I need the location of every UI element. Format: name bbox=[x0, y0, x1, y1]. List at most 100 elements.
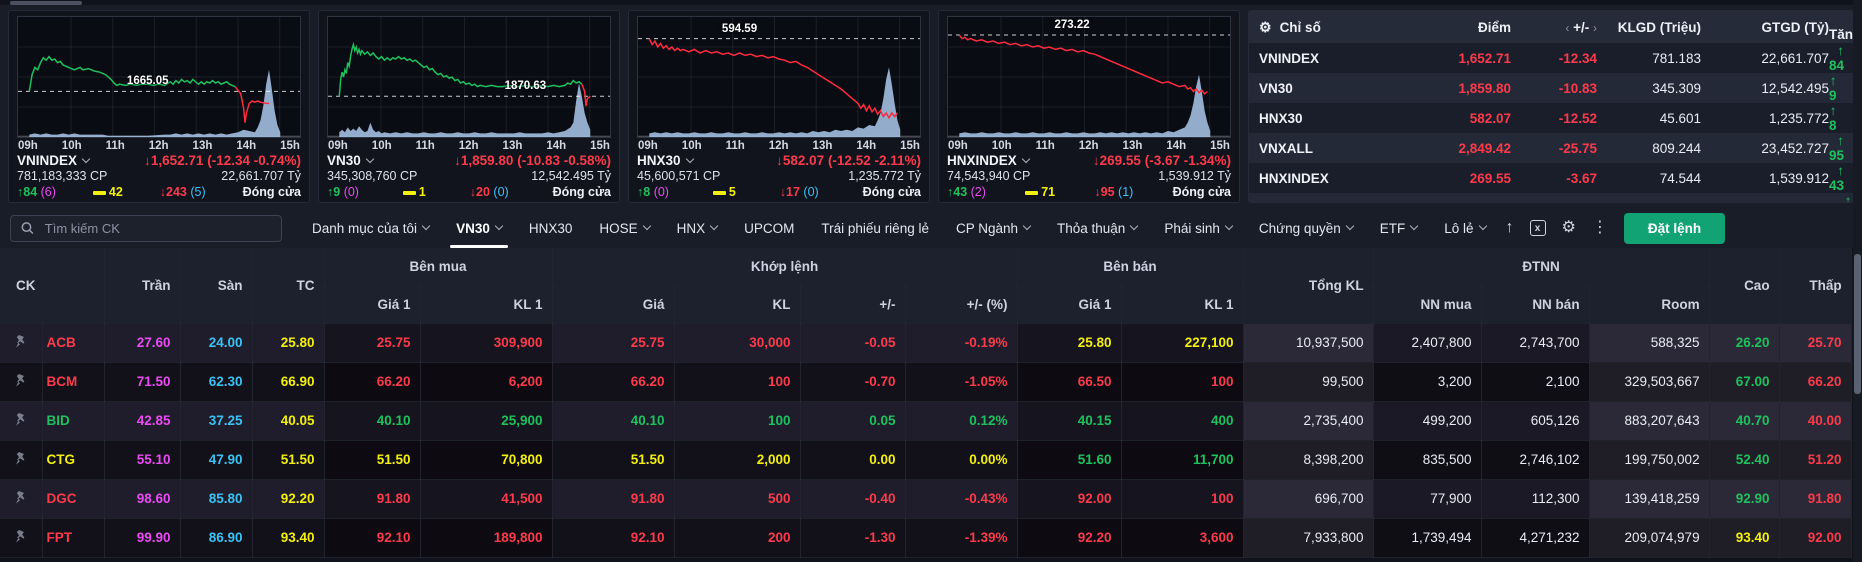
tab-etf[interactable]: ETF bbox=[1380, 208, 1419, 248]
gear-icon[interactable]: ⚙ bbox=[1561, 219, 1576, 236]
col-header-change[interactable]: ‹ +/- › bbox=[1565, 19, 1597, 35]
table-row-FPT[interactable]: FPT 99.90 86.90 93.40 92.10 189,800 92.10 200 -1… bbox=[0, 518, 1852, 558]
table-row-CTG[interactable]: CTG 55.10 47.90 51.50 51.50 70,800 51.50 2,000 0… bbox=[0, 440, 1852, 480]
pin-cell[interactable] bbox=[0, 323, 43, 363]
session-status: Đóng cửa bbox=[552, 185, 611, 199]
price-cell: 92.90 bbox=[1709, 479, 1780, 519]
sparkline-plot: 594.59 bbox=[637, 16, 921, 138]
col-match-chg: +/- bbox=[800, 286, 906, 324]
search-input[interactable] bbox=[42, 219, 271, 237]
chart-cards: 1665.05 09h 10h 11h 12h 13h 14h 15h VNINDEX ↓1… bbox=[8, 10, 1240, 203]
volume-row: 74,543,940 CP 1,539.912 Tỷ bbox=[947, 169, 1231, 183]
time-tick: 15h bbox=[1210, 140, 1230, 152]
price-cell: 4,271,232 bbox=[1481, 518, 1590, 558]
index-name-dropdown[interactable]: HNXINDEX bbox=[947, 153, 1031, 168]
tab-upcom[interactable]: UPCOM bbox=[744, 208, 794, 248]
pin-cell[interactable] bbox=[0, 440, 43, 480]
session-status: Đóng cửa bbox=[1172, 185, 1231, 199]
volume-row: 345,308,760 CP 12,542.495 Tỷ bbox=[327, 169, 611, 183]
col-san: Sàn bbox=[180, 248, 253, 324]
market-breadth-row: ↑84 (6) 42 ↓243 (5) Đóng cửa bbox=[17, 185, 301, 199]
toolbar-icons: ↑ x ⚙ ⋮ bbox=[1506, 220, 1608, 236]
tab-trái-phiếu-riêng-lẻ[interactable]: Trái phiếu riêng lẻ bbox=[821, 208, 929, 248]
index-name-dropdown[interactable]: VNINDEX bbox=[17, 153, 91, 168]
pin-cell[interactable] bbox=[0, 518, 43, 558]
price-cell: 112,300 bbox=[1481, 479, 1590, 519]
index-row[interactable]: HNX30 582.07 -12.52 45.601 1,235.772 ↑ 8… bbox=[1249, 103, 1853, 133]
price-cell: 37.25 bbox=[180, 401, 253, 441]
chart-card: 1665.05 09h 10h 11h 12h 13h 14h 15h VNINDEX ↓1… bbox=[8, 10, 310, 203]
time-tick: 10h bbox=[371, 140, 392, 152]
tab-phái-sinh[interactable]: Phái sinh bbox=[1164, 208, 1234, 248]
market-tabs: Danh mục của tôi VN30 HNX30 HOSE HNX UPCOM Trá… bbox=[312, 208, 1487, 248]
index-row[interactable]: VNINDEX 1,652.71 -12.34 781.183 22,661.7… bbox=[1249, 43, 1853, 73]
tab-hnx[interactable]: HNX bbox=[677, 208, 719, 248]
price-cell: 6,200 bbox=[420, 362, 553, 402]
price-cell: 100 bbox=[1121, 479, 1244, 519]
table-row-BID[interactable]: BID 42.85 37.25 40.05 40.10 25,900 40.10 100 0.0… bbox=[0, 401, 1852, 441]
price-cell: -1.05% bbox=[905, 362, 1018, 402]
time-tick: 10h bbox=[681, 140, 702, 152]
time-tick: 12h bbox=[148, 140, 169, 152]
index-row[interactable]: VN30 1,859.80 -10.83 345.309 12,542.495 … bbox=[1249, 73, 1853, 103]
price-cell: 99.90 bbox=[104, 518, 181, 558]
index-name-dropdown[interactable]: HNX30 bbox=[637, 153, 694, 168]
col-header-updown: CK Tăng/Giảm bbox=[1829, 27, 1854, 42]
ticker-symbol[interactable]: CTG bbox=[42, 440, 105, 480]
scrollbar-thumb[interactable] bbox=[1854, 254, 1861, 394]
price-cell: -0.05 bbox=[800, 323, 906, 363]
vertical-scrollbar[interactable] bbox=[1853, 0, 1862, 562]
table-row-ACB[interactable]: ACB 27.60 24.00 25.80 25.75 309,900 25.75 30,00… bbox=[0, 323, 1852, 363]
pin-cell[interactable] bbox=[0, 479, 43, 519]
index-row[interactable]: VNXALL 2,849.42 -25.75 809.244 23,452.72… bbox=[1249, 133, 1853, 163]
excel-export-icon[interactable]: x bbox=[1529, 220, 1546, 236]
index-row[interactable]: HNXINDEX 269.55 -3.67 74.544 1,539.912 ↑… bbox=[1249, 163, 1853, 193]
col-nn-mua: NN mua bbox=[1373, 286, 1482, 324]
col-room: Room bbox=[1589, 286, 1710, 324]
price-cell: 25.80 bbox=[252, 323, 325, 363]
group-dtnn: ĐTNN bbox=[1373, 248, 1710, 287]
scroll-top-icon[interactable]: ↑ bbox=[1505, 219, 1514, 236]
tab-cp-ngành[interactable]: CP Ngành bbox=[956, 208, 1032, 248]
price-cell: 11,700 bbox=[1121, 440, 1244, 480]
panel-settings-gear-icon[interactable]: ⚙ bbox=[1259, 19, 1272, 35]
tab-vn30[interactable]: VN30 bbox=[450, 208, 508, 248]
time-tick: 13h bbox=[192, 140, 213, 152]
pin-cell[interactable] bbox=[0, 362, 43, 402]
index-panel-body: VNINDEX 1,652.71 -12.34 781.183 22,661.7… bbox=[1249, 43, 1853, 202]
ticker-symbol[interactable]: BID bbox=[42, 401, 105, 441]
ticker-symbol[interactable]: BCM bbox=[42, 362, 105, 402]
index-row[interactable]: HNXUPCOMINDEX 109.79 0.00 23.537 341.454… bbox=[1249, 193, 1853, 202]
index-name-dropdown[interactable]: VN30 bbox=[327, 153, 375, 168]
price-cell: 91.80 bbox=[1779, 479, 1852, 519]
ticker-symbol[interactable]: DGC bbox=[42, 479, 105, 519]
price-cell: 51.50 bbox=[552, 440, 675, 480]
volume-row: 781,183,333 CP 22,661.707 Tỷ bbox=[17, 169, 301, 183]
ticker-symbol[interactable]: FPT bbox=[42, 518, 105, 558]
price-cell: 86.90 bbox=[180, 518, 253, 558]
ticker-symbol[interactable]: ACB bbox=[42, 323, 105, 363]
table-row-BCM[interactable]: BCM 71.50 62.30 66.90 66.20 6,200 66.20 100 -0.7… bbox=[0, 362, 1852, 402]
tab-lô-lẻ[interactable]: Lô lẻ bbox=[1444, 208, 1487, 248]
tab-hose[interactable]: HOSE bbox=[599, 208, 651, 248]
pin-cell[interactable] bbox=[0, 401, 43, 441]
time-tick: 10h bbox=[991, 140, 1012, 152]
tab-chứng-quyền[interactable]: Chứng quyền bbox=[1259, 208, 1354, 248]
price-cell: 883,207,643 bbox=[1589, 401, 1710, 441]
chevron-down-icon bbox=[709, 221, 719, 231]
price-cell: 199,750,002 bbox=[1589, 440, 1710, 480]
price-cell: 30,000 bbox=[674, 323, 801, 363]
price-cell: 51.50 bbox=[324, 440, 421, 480]
stock-search-box[interactable] bbox=[10, 214, 282, 242]
price-cell: 605,126 bbox=[1481, 401, 1590, 441]
tab-thỏa-thuận[interactable]: Thỏa thuận bbox=[1057, 208, 1139, 248]
tab-hnx30[interactable]: HNX30 bbox=[529, 208, 573, 248]
market-breadth-row: ↑43 (2) 71 ↓95 (1) Đóng cửa bbox=[947, 185, 1231, 199]
search-icon bbox=[21, 222, 34, 234]
time-axis: 09h 10h 11h 12h 13h 14h 15h bbox=[17, 138, 301, 152]
tab-danh-mục-của-tôi[interactable]: Danh mục của tôi bbox=[312, 208, 431, 248]
place-order-button[interactable]: Đặt lệnh bbox=[1623, 212, 1726, 244]
price-cell: 200 bbox=[674, 518, 801, 558]
table-row-DGC[interactable]: DGC 98.60 85.80 92.20 91.80 41,500 91.80 500 -0.… bbox=[0, 479, 1852, 519]
kebab-menu-icon[interactable]: ⋮ bbox=[1591, 219, 1608, 236]
